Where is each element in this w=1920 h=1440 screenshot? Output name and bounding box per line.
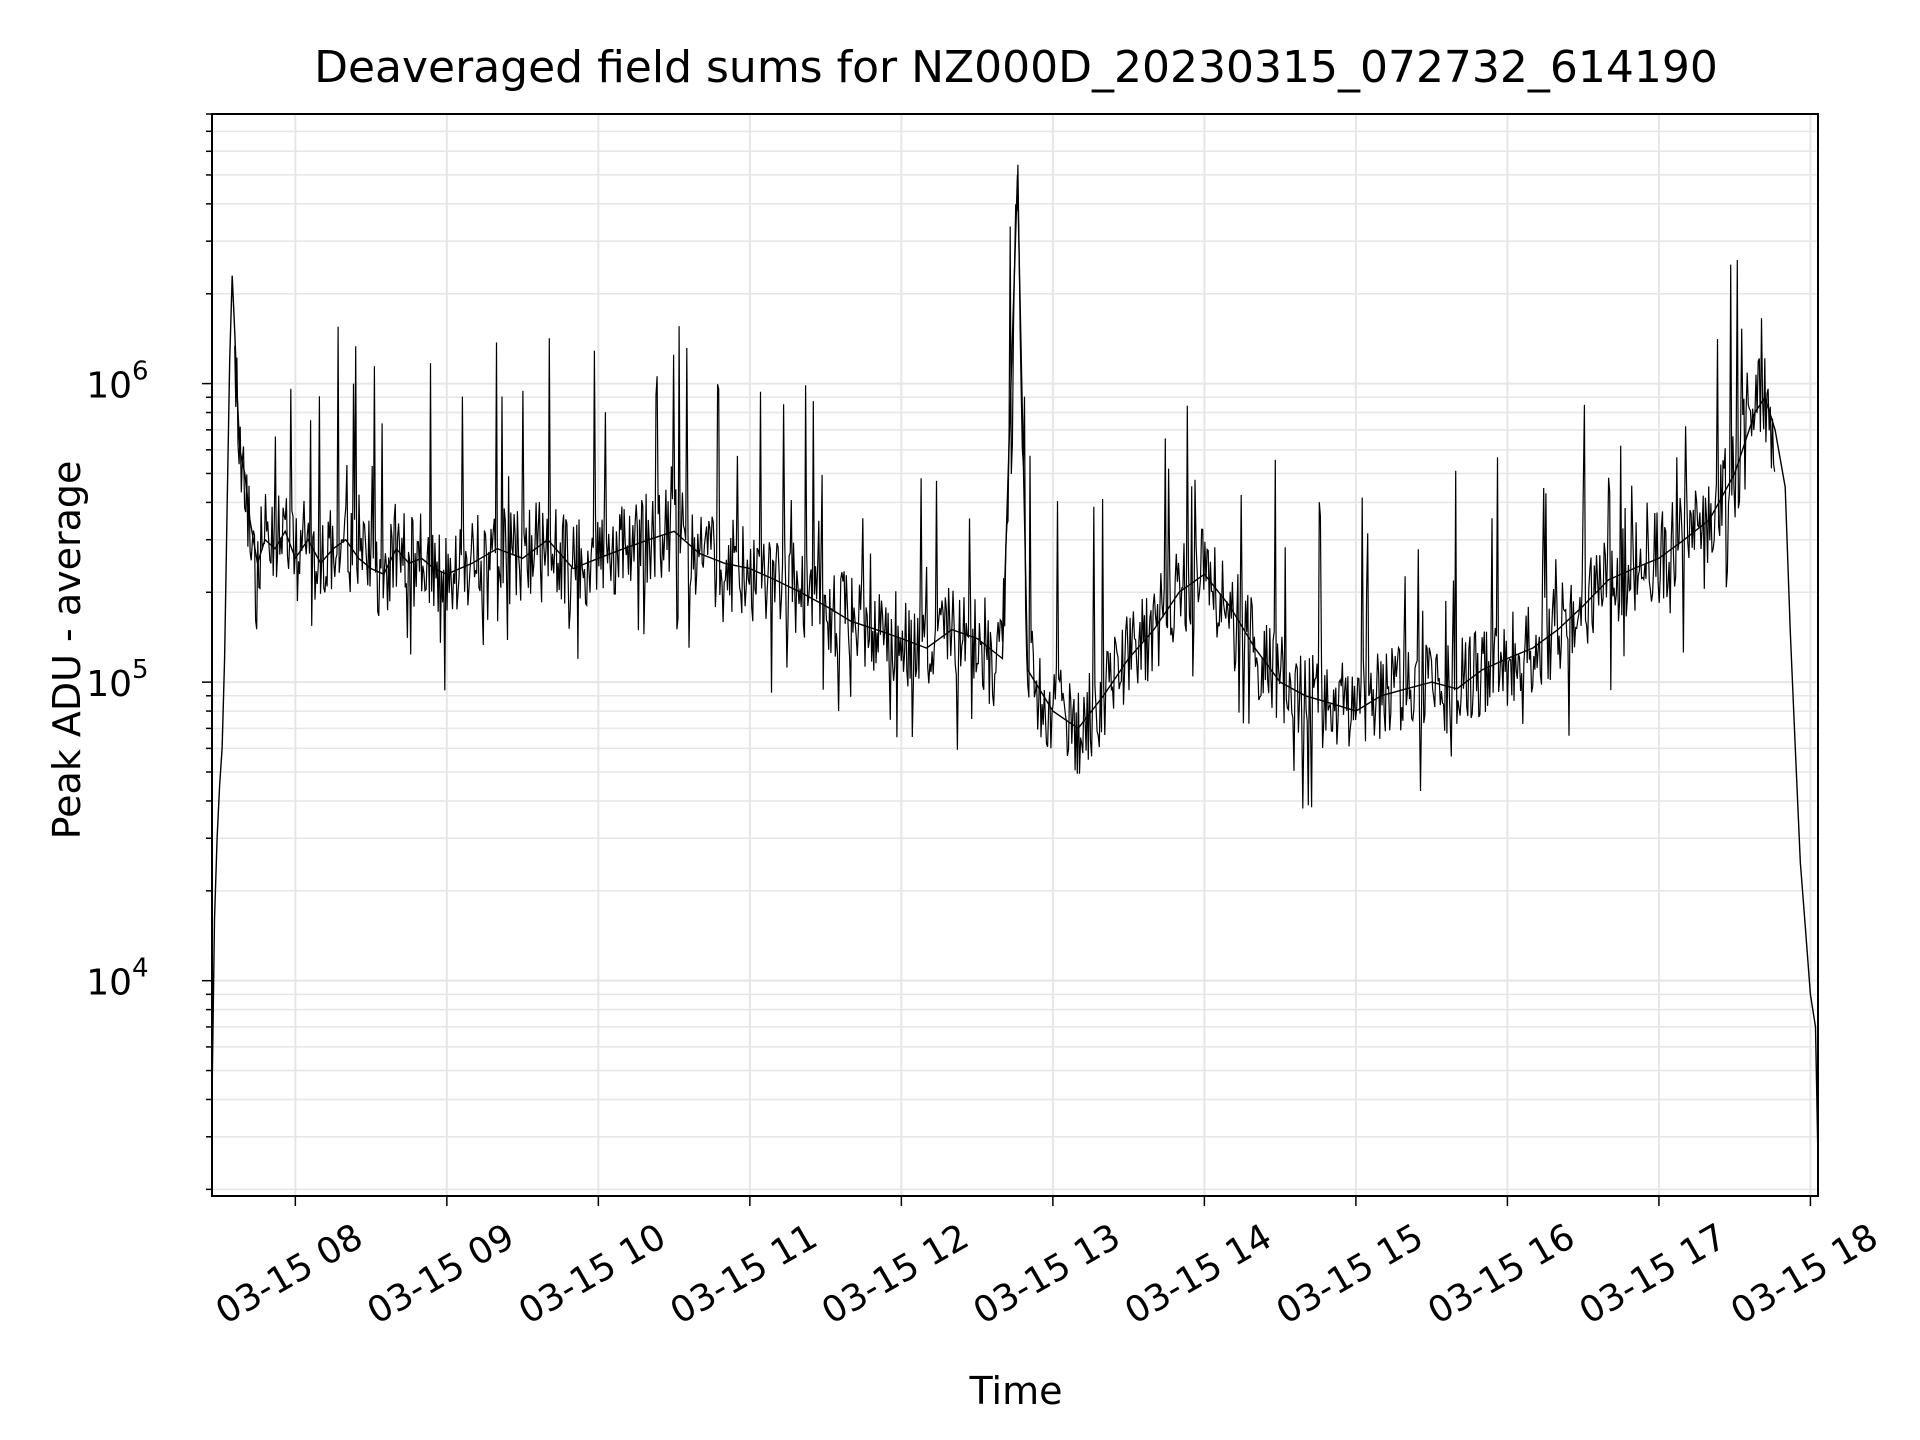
y-tick-label: 10 <box>86 963 132 1004</box>
x-axis-label: Time <box>969 1369 1063 1413</box>
major-grid <box>212 114 1818 1196</box>
y-tick-label: 10 <box>86 664 132 705</box>
y-tick-exponent: 6 <box>132 357 149 387</box>
y-tick-exponent: 5 <box>132 655 149 685</box>
chart-title: Deaveraged field sums for NZ000D_2023031… <box>314 42 1718 93</box>
minor-grid <box>212 113 1818 1191</box>
y-tick-label: 10 <box>86 366 132 407</box>
y-axis-label: Peak ADU - average <box>45 461 89 840</box>
plot-frame <box>211 113 1819 1197</box>
y-tick-exponent: 4 <box>132 954 149 984</box>
series-noise <box>234 164 1776 809</box>
noise-layer <box>234 164 1776 809</box>
